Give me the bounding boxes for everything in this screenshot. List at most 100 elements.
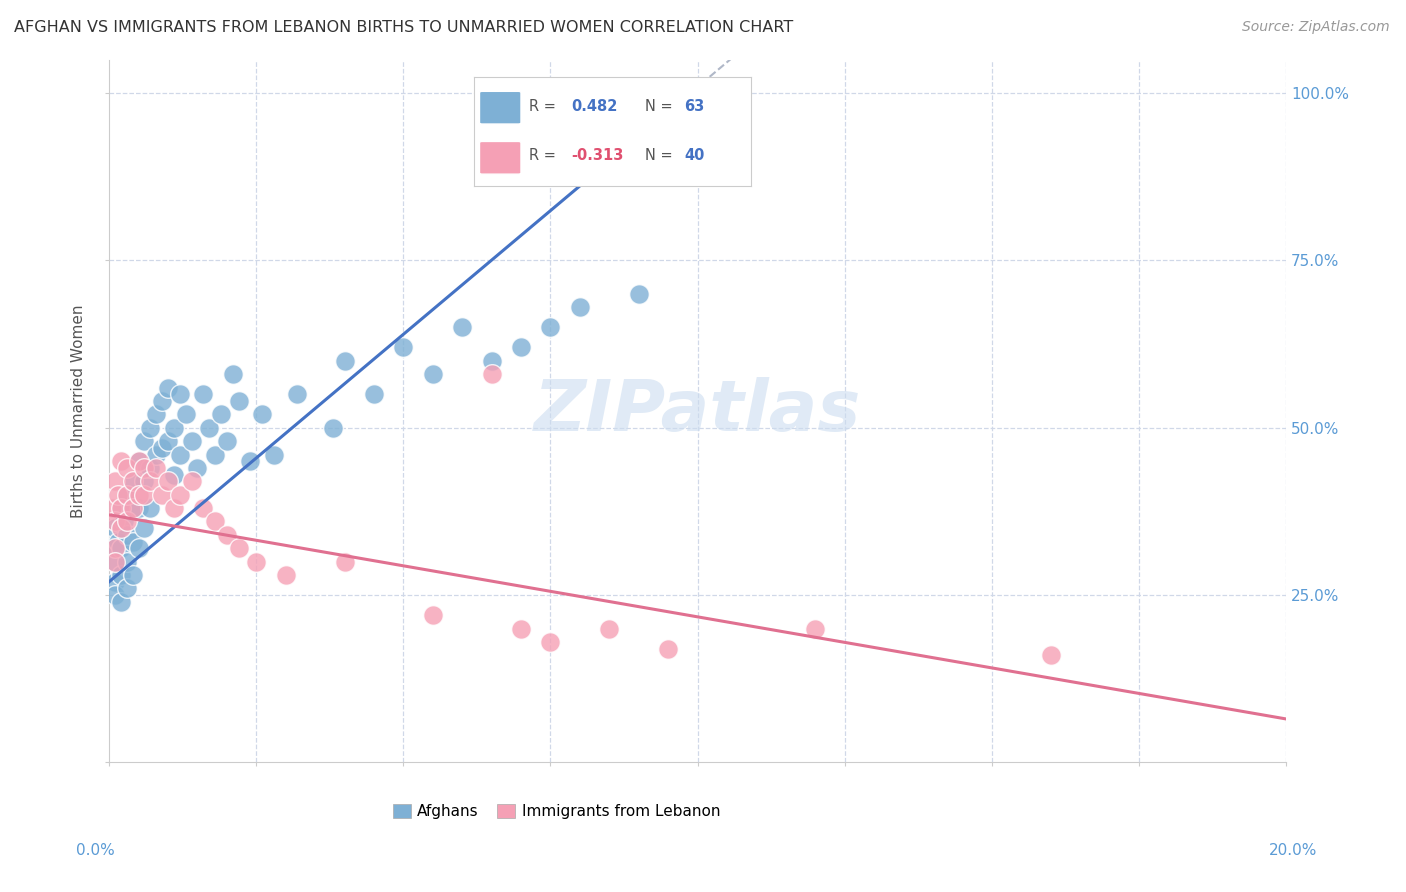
Point <box>145 408 167 422</box>
Point <box>115 582 138 596</box>
Text: ZIPatlas: ZIPatlas <box>534 376 862 445</box>
Point <box>568 300 591 314</box>
Point <box>169 488 191 502</box>
Point <box>169 387 191 401</box>
Point <box>101 501 124 516</box>
Point <box>110 541 132 556</box>
Point <box>139 501 162 516</box>
Point <box>186 461 208 475</box>
Legend: Afghans, Immigrants from Lebanon: Afghans, Immigrants from Lebanon <box>387 797 725 825</box>
Point <box>121 501 143 516</box>
Point <box>627 286 650 301</box>
Point <box>115 528 138 542</box>
Point <box>193 501 215 516</box>
Point <box>128 501 150 516</box>
Point <box>145 448 167 462</box>
Point <box>134 488 156 502</box>
Point <box>150 394 173 409</box>
Point <box>598 622 620 636</box>
Point <box>128 488 150 502</box>
Text: AFGHAN VS IMMIGRANTS FROM LEBANON BIRTHS TO UNMARRIED WOMEN CORRELATION CHART: AFGHAN VS IMMIGRANTS FROM LEBANON BIRTHS… <box>14 20 793 35</box>
Point <box>422 368 444 382</box>
Point <box>115 488 138 502</box>
Point <box>422 608 444 623</box>
Point <box>451 320 474 334</box>
Point <box>150 488 173 502</box>
Point <box>193 387 215 401</box>
Point <box>115 488 138 502</box>
Point <box>121 534 143 549</box>
Point <box>540 635 562 649</box>
Point <box>104 521 127 535</box>
Point <box>115 461 138 475</box>
Point <box>104 515 127 529</box>
Point <box>107 488 129 502</box>
Point <box>333 354 356 368</box>
Point <box>250 408 273 422</box>
Point <box>363 387 385 401</box>
Point <box>110 568 132 582</box>
Y-axis label: Births to Unmarried Women: Births to Unmarried Women <box>72 304 86 517</box>
Point <box>112 515 135 529</box>
Point <box>481 354 503 368</box>
Point <box>510 622 533 636</box>
Point <box>228 394 250 409</box>
Text: 20.0%: 20.0% <box>1270 843 1317 857</box>
Point <box>204 448 226 462</box>
Point <box>198 421 221 435</box>
Point <box>156 475 179 489</box>
Point <box>101 541 124 556</box>
Point <box>128 454 150 468</box>
Point <box>139 475 162 489</box>
Point <box>104 555 127 569</box>
Point <box>804 622 827 636</box>
Point <box>510 340 533 354</box>
Point <box>115 555 138 569</box>
Point <box>215 434 238 449</box>
Point <box>128 541 150 556</box>
Point <box>115 515 138 529</box>
Point <box>150 441 173 455</box>
Text: Source: ZipAtlas.com: Source: ZipAtlas.com <box>1241 20 1389 34</box>
Point <box>134 434 156 449</box>
Point <box>180 475 202 489</box>
Point <box>180 434 202 449</box>
Point <box>139 421 162 435</box>
Point <box>110 521 132 535</box>
Point <box>128 454 150 468</box>
Point <box>121 475 143 489</box>
Point <box>245 555 267 569</box>
Point <box>392 340 415 354</box>
Point <box>657 641 679 656</box>
Point <box>156 434 179 449</box>
Point <box>107 534 129 549</box>
Point <box>104 475 127 489</box>
Point <box>209 408 232 422</box>
Point <box>1039 648 1062 663</box>
Point <box>110 454 132 468</box>
Point <box>239 454 262 468</box>
Point <box>104 555 127 569</box>
Point <box>134 461 156 475</box>
Point <box>121 501 143 516</box>
Point <box>274 568 297 582</box>
Point <box>204 515 226 529</box>
Point <box>104 541 127 556</box>
Point <box>134 521 156 535</box>
Point <box>134 475 156 489</box>
Point <box>322 421 344 435</box>
Point <box>110 501 132 516</box>
Point <box>139 461 162 475</box>
Text: 0.0%: 0.0% <box>76 843 115 857</box>
Point <box>481 368 503 382</box>
Point <box>110 501 132 516</box>
Point <box>163 501 186 516</box>
Point <box>222 368 245 382</box>
Point <box>121 475 143 489</box>
Point <box>110 595 132 609</box>
Point <box>121 568 143 582</box>
Point <box>163 467 186 482</box>
Point <box>540 320 562 334</box>
Point <box>104 588 127 602</box>
Point <box>333 555 356 569</box>
